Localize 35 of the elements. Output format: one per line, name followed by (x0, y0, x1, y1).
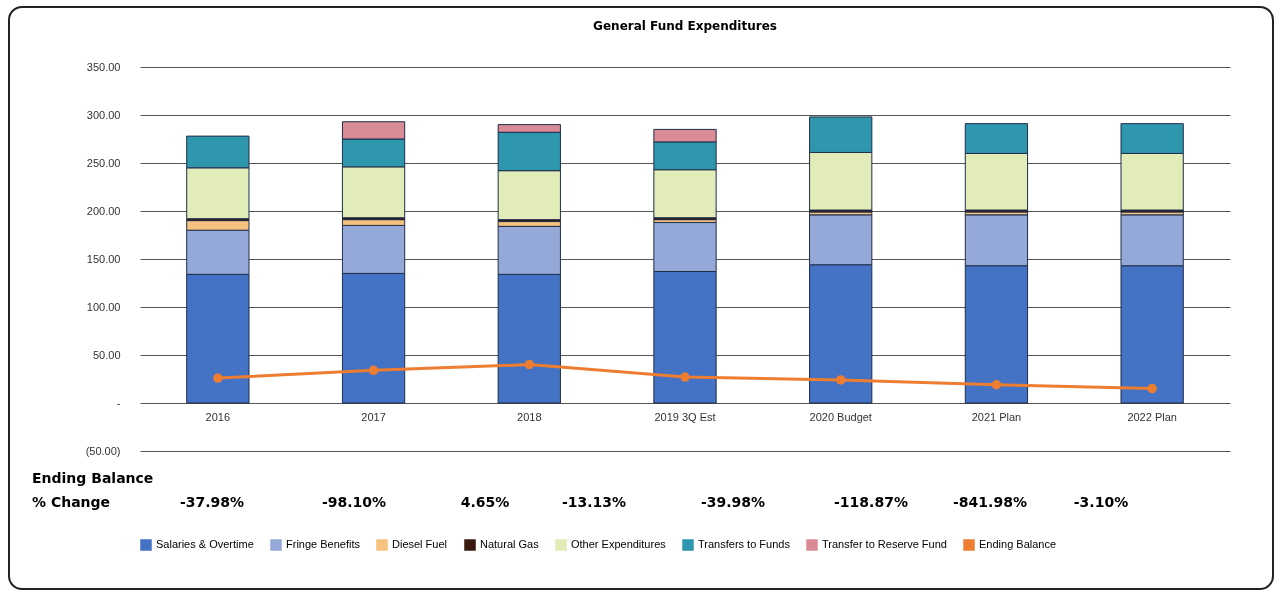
text: -13.13% (561, 494, 627, 510)
y-tick-label: - (116, 396, 121, 409)
y-tick-label: 100.00 (86, 300, 121, 313)
y-tick-label: 250.00 (86, 156, 121, 169)
x-tick-label: 2017 (361, 410, 386, 423)
y-tick-label: 200.00 (86, 204, 121, 217)
legend-label: Natural Gas (480, 538, 540, 550)
text: -118.87% (834, 494, 908, 510)
text: -39.98% (700, 494, 766, 510)
x-tick-label: 2020 Budget (809, 410, 872, 423)
x-tick-label: 2016 (205, 410, 231, 423)
y-tick-label: 50.00 (92, 348, 121, 361)
text: -98.10% (321, 494, 387, 510)
legend-label: Transfer to Reserve Fund (822, 538, 947, 550)
legend-label: Salaries & Overtime (156, 538, 254, 550)
y-tick-label: 350.00 (86, 60, 121, 73)
text: -3.10% (1073, 494, 1129, 510)
text: -37.98% (179, 494, 245, 510)
text: % Change (32, 494, 111, 510)
y-tick-label: 150.00 (86, 252, 121, 265)
x-tick-label: 2019 3Q Est (654, 410, 716, 423)
text: Ending Balance (32, 470, 154, 486)
legend-label: Transfers to Funds (698, 538, 791, 550)
x-tick-label: 2022 Plan (1127, 410, 1177, 423)
legend-label: Fringe Benefits (286, 538, 361, 550)
legend-label: Diesel Fuel (392, 538, 448, 550)
legend-label: Ending Balance (979, 538, 1057, 550)
text: 4.65% (460, 494, 510, 510)
text: -841.98% (953, 494, 1027, 510)
y-tick-label: 300.00 (86, 108, 121, 121)
x-tick-label: 2018 (517, 410, 542, 423)
legend-label: Other Expenditures (571, 538, 667, 550)
x-tick-label: 2021 Plan (971, 410, 1022, 423)
chart-title: General Fund Expenditures (593, 19, 777, 33)
y-tick-label: (50.00) (85, 444, 121, 457)
